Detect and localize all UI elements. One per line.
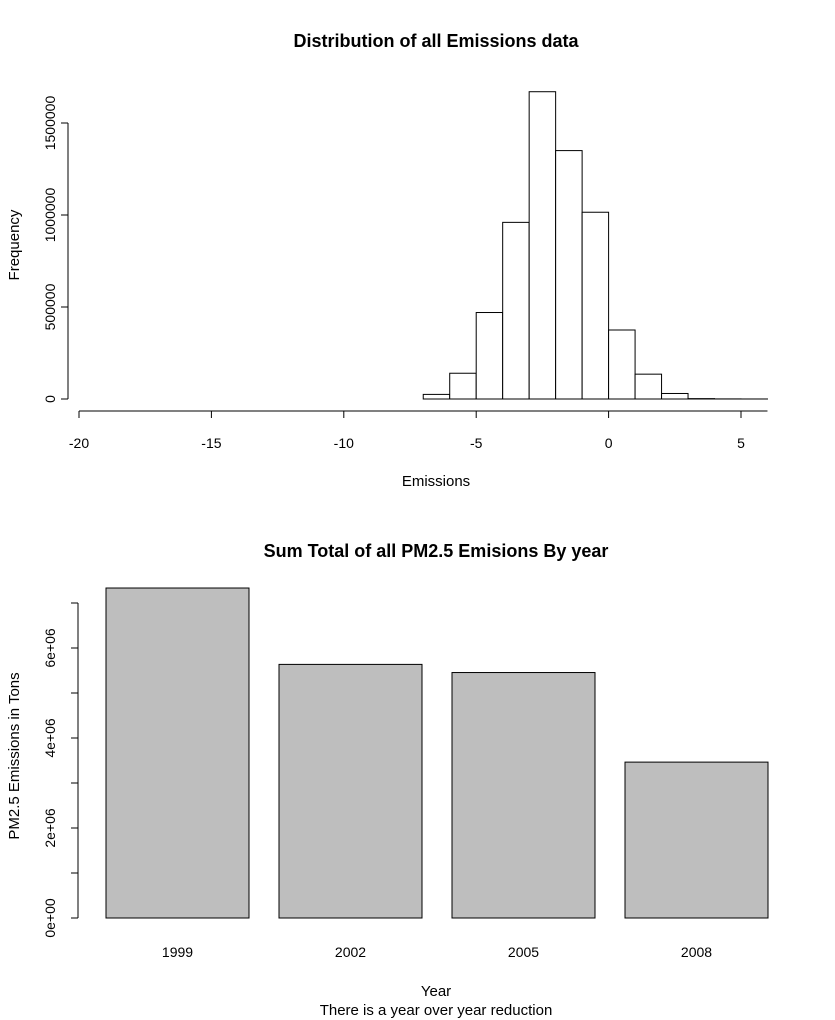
histogram-bin-21 — [661, 392, 689, 400]
bar-category-label-1999: 1999 — [162, 944, 193, 960]
histogram-x-tick-label-5: 5 — [737, 435, 745, 451]
histogram-bin-16 — [528, 91, 557, 400]
histogram-y-tick-label-3: 1500000 — [42, 96, 58, 151]
histogram-x-tick-label-2: -10 — [334, 435, 354, 451]
barchart-y-tick-label-4: 4e+06 — [42, 718, 58, 758]
histogram-x-axis: -20 -15 -10 -5 0 5 — [69, 410, 768, 451]
histogram-bin-17 — [555, 150, 583, 400]
bar-1999 — [105, 587, 250, 919]
histogram-y-axis-label: Frequency — [6, 209, 23, 280]
barchart-title: Sum Total of all PM2.5 Emisions By year — [264, 541, 609, 561]
bar-category-label-2008: 2008 — [681, 944, 712, 960]
histogram-y-tick-label-0: 0 — [42, 395, 58, 403]
histogram-bin-12 — [422, 393, 451, 400]
histogram-y-tick-label-2: 1000000 — [42, 188, 58, 243]
histogram-bin-20 — [634, 373, 663, 400]
histogram-bin-19 — [608, 329, 636, 400]
histogram-x-tick-label-3: -5 — [470, 435, 483, 451]
bar-category-label-2005: 2005 — [508, 944, 539, 960]
barchart-panel: Sum Total of all PM2.5 Emisions By year … — [6, 541, 769, 1019]
histogram-title: Distribution of all Emissions data — [293, 31, 579, 51]
histogram-x-tick-label-4: 0 — [605, 435, 613, 451]
histogram-y-tick-label-1: 500000 — [42, 283, 58, 330]
histogram-x-tick-label-1: -15 — [201, 435, 221, 451]
histogram-bin-15 — [502, 221, 530, 400]
barchart-y-tick-label-0: 0e+00 — [42, 898, 58, 938]
barchart-x-axis-label: Year — [421, 983, 451, 1000]
histogram-bars — [422, 91, 768, 400]
bar-2005 — [451, 672, 596, 919]
barchart-subtitle: There is a year over year reduction — [320, 1002, 553, 1019]
histogram-panel: Distribution of all Emissions data -20 -1… — [6, 31, 768, 490]
histogram-bin-14 — [475, 312, 504, 400]
barchart-y-axis-label: PM2.5 Emissions in Tons — [6, 672, 23, 839]
bar-2008 — [624, 761, 769, 919]
bar-category-label-2002: 2002 — [335, 944, 366, 960]
barchart-y-axis: 0e+00 2e+06 4e+06 6e+06 — [42, 602, 79, 938]
histogram-x-tick-label-0: -20 — [69, 435, 89, 451]
bar-2002 — [278, 663, 423, 919]
barchart-bars — [105, 587, 769, 919]
histogram-bin-18 — [581, 211, 610, 400]
histogram-x-axis-label: Emissions — [402, 473, 470, 490]
barchart-category-labels: 1999 2002 2005 2008 — [162, 944, 712, 960]
histogram-bin-13 — [449, 372, 477, 400]
barchart-y-tick-label-6: 6e+06 — [42, 628, 58, 668]
histogram-y-axis: 0 500000 1000000 1500000 — [42, 96, 69, 403]
barchart-y-tick-label-2: 2e+06 — [42, 808, 58, 848]
